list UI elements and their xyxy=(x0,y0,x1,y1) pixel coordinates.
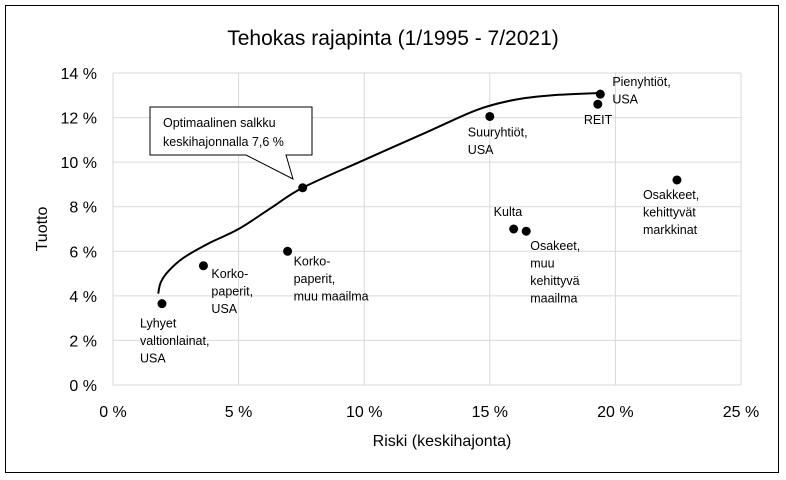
data-point xyxy=(298,183,308,193)
y-tick-label: 8 % xyxy=(69,200,97,217)
y-tick-label: 14 % xyxy=(61,66,97,83)
callout-text: Optimaalinen salkku xyxy=(163,116,276,130)
y-tick-label: 0 % xyxy=(69,378,97,395)
y-tick-label: 6 % xyxy=(69,244,97,261)
data-label: markkinat xyxy=(643,223,698,237)
data-label: Suuryhtiöt, xyxy=(468,125,528,139)
data-point xyxy=(595,89,605,99)
frontier-curve-group xyxy=(157,92,601,294)
data-label: kehittyvä xyxy=(530,274,579,288)
data-label: USA xyxy=(211,302,237,316)
tick-labels: 0 % 5 % 10 % 15 % 20 % 25 % 0 % 2 % 4 % 6 % 8 % 10 … xyxy=(61,66,760,421)
x-axis-label: Riski (keskihajonta) xyxy=(373,433,512,450)
data-point xyxy=(485,111,495,121)
x-tick-label: 0 % xyxy=(99,404,127,421)
efficient-frontier-line xyxy=(157,92,601,294)
y-axis-label: Tuotto xyxy=(34,207,51,252)
data-label: valtionlainat, xyxy=(140,334,210,348)
data-label: paperit, xyxy=(294,272,336,286)
x-tick-label: 25 % xyxy=(723,404,759,421)
data-label: USA xyxy=(468,143,494,157)
data-label: maailma xyxy=(530,292,577,306)
callout-text: keskihajonnalla 7,6 % xyxy=(163,135,284,149)
data-label: Korko- xyxy=(294,254,331,268)
y-tick-label: 12 % xyxy=(61,111,97,128)
data-label: USA xyxy=(612,93,638,107)
y-tick-label: 2 % xyxy=(69,333,97,350)
annotation-callout: Optimaalinen salkku keskihajonnalla 7,6 % xyxy=(149,106,313,180)
data-label: Korko- xyxy=(211,267,248,281)
data-label: paperit, xyxy=(211,284,253,298)
callout-box xyxy=(149,106,313,180)
data-label: Lyhyet xyxy=(140,317,177,331)
data-label: Osakkeet, xyxy=(643,188,699,202)
data-label: Pienyhtiöt, xyxy=(612,75,670,89)
data-point xyxy=(593,99,603,109)
data-point xyxy=(509,224,519,234)
x-tick-label: 10 % xyxy=(346,404,382,421)
data-label: Osakeet, xyxy=(530,239,580,253)
data-label: muu xyxy=(530,257,554,271)
data-point xyxy=(157,299,167,309)
data-point xyxy=(672,175,682,185)
data-label: REIT xyxy=(584,113,613,127)
x-tick-label: 15 % xyxy=(472,404,508,421)
data-label: muu maailma xyxy=(294,289,369,303)
data-point xyxy=(283,246,293,256)
y-tick-label: 10 % xyxy=(61,155,97,172)
data-point xyxy=(198,261,208,271)
data-points: Lyhyet valtionlainat, USA Korko-paperit, USA… xyxy=(140,75,699,365)
x-tick-label: 5 % xyxy=(225,404,253,421)
chart-title: Tehokas rajapinta (1/1995 - 7/2021) xyxy=(227,27,559,50)
data-label: USA xyxy=(140,352,166,366)
data-point xyxy=(521,226,531,236)
y-tick-label: 4 % xyxy=(69,289,97,306)
x-tick-label: 20 % xyxy=(597,404,633,421)
data-label: kehittyvät xyxy=(643,205,696,219)
data-label: Kulta xyxy=(494,205,523,219)
chart-frame xyxy=(5,5,779,473)
